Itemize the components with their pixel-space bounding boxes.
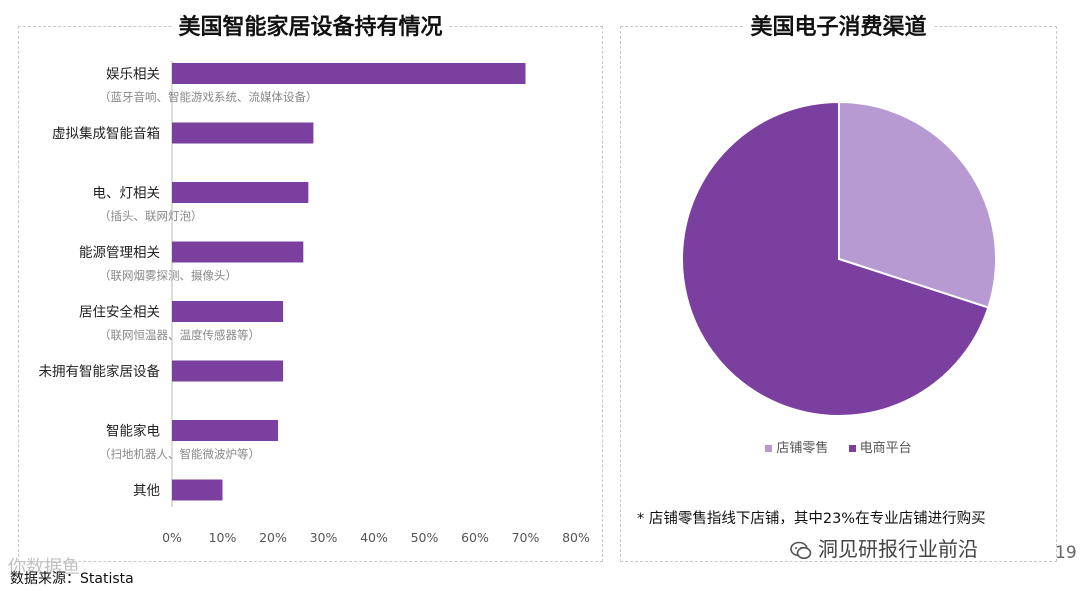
category-label-7: 其他 <box>133 483 160 499</box>
legend-swatch-ecommerce <box>848 445 856 452</box>
subcategory-label-0: （蓝牙音响、智能游戏系统、流媒体设备） <box>99 90 318 104</box>
bar-chart-panel: 美国智能家居设备持有情况 娱乐相关 （蓝牙音响、智能游戏系统、流媒体设备） 虚拟集成… <box>18 15 603 562</box>
data-source: 数据来源：Statista <box>10 571 134 587</box>
x-tick-0: 0% <box>162 530 182 545</box>
category-label-2: 电、灯相关 <box>93 186 161 202</box>
bar-4 <box>172 301 284 322</box>
bar-chart-title-wrap: 美国智能家居设备持有情况 <box>19 9 602 41</box>
category-label-0: 娱乐相关 <box>106 67 160 83</box>
bar-5 <box>172 360 284 382</box>
subcategory-label-2: （插头、联网灯泡） <box>99 209 203 223</box>
wechat-icon <box>790 541 812 559</box>
x-tick-7: 70% <box>512 530 540 545</box>
legend-item-ecommerce: 电商平台 <box>848 437 912 456</box>
pie-chart-title-wrap: 美国电子消费渠道 <box>621 9 1056 41</box>
x-tick-2: 20% <box>259 530 287 545</box>
legend-item-store: 店铺零售 <box>765 437 828 456</box>
subcategory-label-6: （扫地机器人、智能微波炉等） <box>99 447 260 461</box>
bar-3 <box>172 241 304 263</box>
page-number: 19 <box>1055 543 1077 563</box>
bar-chart-title: 美国智能家居设备持有情况 <box>172 15 449 40</box>
category-label-3: 能源管理相关 <box>79 245 160 261</box>
pie-slice-1 <box>681 100 990 417</box>
pie-chart-panel: 美国电子消费渠道 店铺零售 电商平台 * 店铺零售指线下店铺，其中23%在专业店… <box>620 15 1057 562</box>
legend-swatch-store <box>765 445 773 452</box>
subcategory-label-3: （联网烟雾探测、摄像头） <box>99 269 237 283</box>
watermark: 你数据鱼 <box>8 557 80 578</box>
legend-label-ecommerce: 电商平台 <box>859 441 912 456</box>
category-label-5: 未拥有智能家居设备 <box>39 363 161 380</box>
x-tick-4: 40% <box>360 530 388 545</box>
bar-7 <box>172 479 223 501</box>
bar-1 <box>172 122 314 144</box>
bar-0 <box>172 63 526 84</box>
pie-legend: 店铺零售 电商平台 <box>621 437 1056 456</box>
x-tick-3: 30% <box>310 530 338 545</box>
bar-2 <box>172 182 309 203</box>
brand-text: 洞见研报行业前沿 <box>818 537 978 561</box>
pie-footnote: * 店铺零售指线下店铺，其中23%在专业店铺进行购买 <box>637 511 986 527</box>
bar-6 <box>172 420 279 441</box>
pie-chart-title: 美国电子消费渠道 <box>744 15 933 40</box>
brand-credit: 洞见研报行业前沿 <box>790 533 978 562</box>
category-label-1: 虚拟集成智能音箱 <box>52 125 160 142</box>
x-tick-6: 60% <box>461 530 489 545</box>
x-tick-1: 10% <box>209 530 237 545</box>
pie-chart <box>681 100 997 417</box>
category-label-4: 居住安全相关 <box>79 304 160 321</box>
legend-label-store: 店铺零售 <box>776 441 829 456</box>
subcategory-label-4: （联网恒温器、温度传感器等） <box>99 328 260 342</box>
x-tick-8: 80% <box>562 530 590 545</box>
category-label-6: 智能家电 <box>106 423 160 440</box>
x-tick-5: 50% <box>411 530 439 545</box>
pie-slice-0 <box>838 100 997 309</box>
